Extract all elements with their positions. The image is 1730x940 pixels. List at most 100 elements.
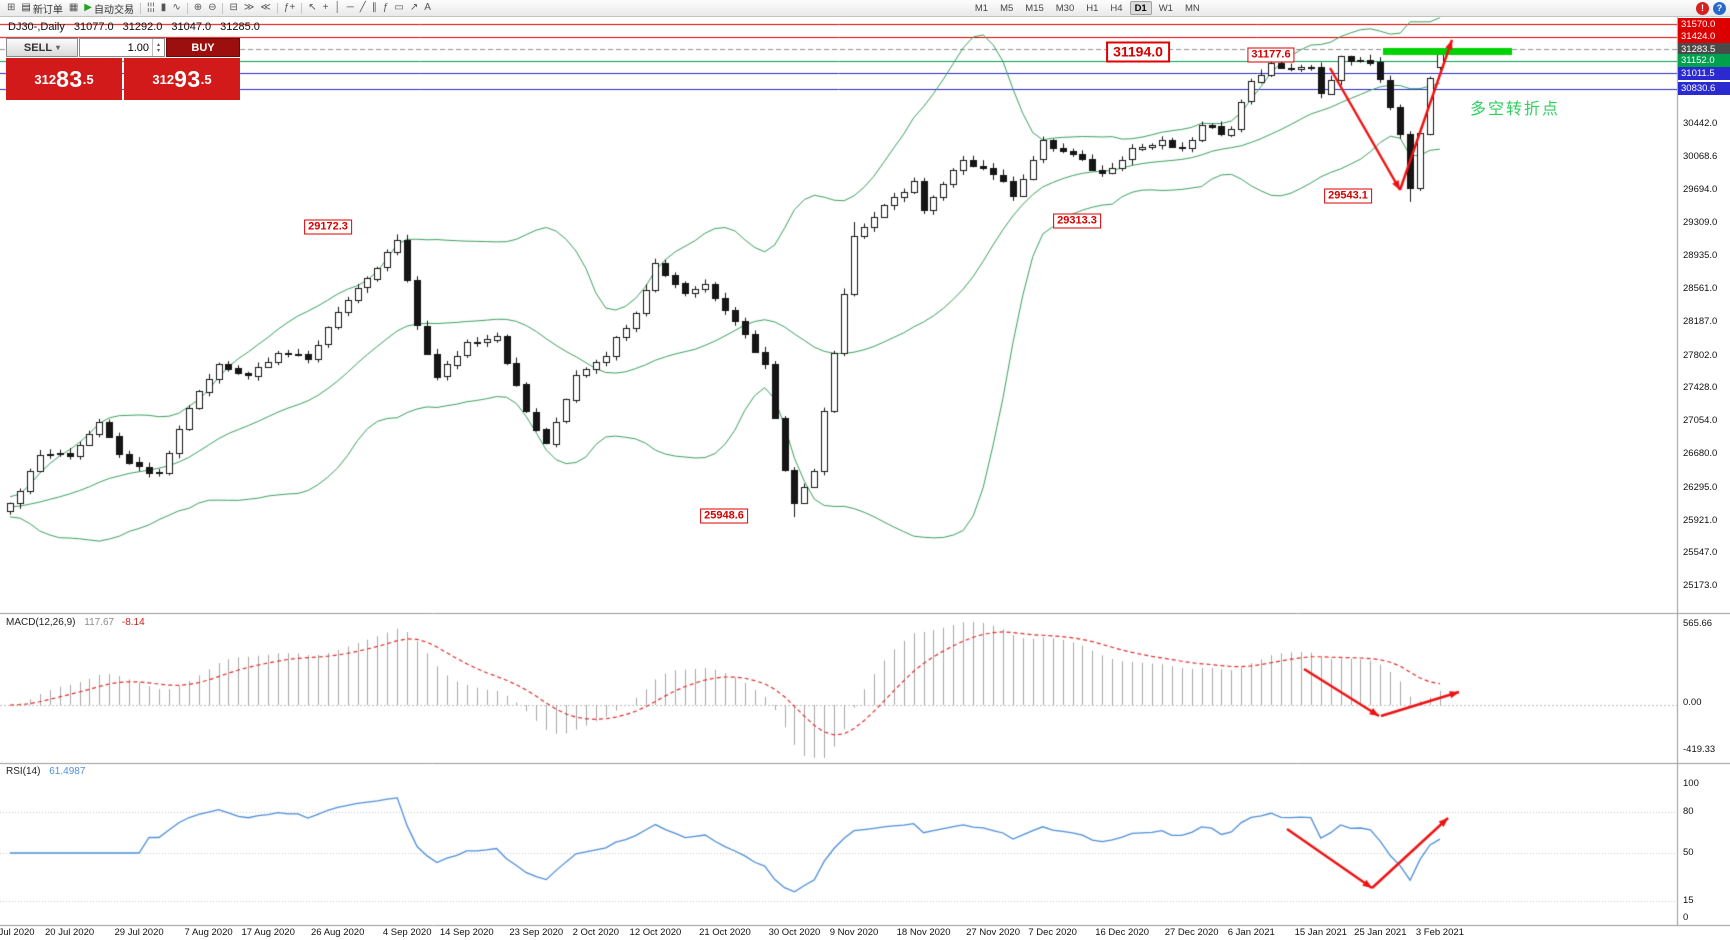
trendline-icon: ╱: [359, 2, 366, 13]
price-axis-badge: 31424.0: [1678, 30, 1730, 44]
timeframe-w1-button[interactable]: W1: [1158, 2, 1173, 14]
toolbar: ⊞ ▤ 新订单 ▦ ▶ 自动交易 ¦¦¦ ▮ ∿ ⊕ ⊖ ⊟ ≫ ≪ ƒ+ ↖ + │ ─ ╱ ∥ ƒ ▭ ↗ A M1 M5 M1…: [0, 0, 1730, 17]
horizontal-line-button[interactable]: ─: [344, 1, 357, 15]
time-axis-label: 7 Aug 2020: [184, 927, 233, 938]
price-annotation[interactable]: 31194.0: [1106, 41, 1170, 63]
cursor-icon: ↖: [308, 2, 317, 13]
timeframe-m1-button[interactable]: M1: [974, 2, 989, 14]
time-axis-label: 14 Sep 2020: [439, 927, 494, 938]
news-icon[interactable]: !: [1696, 1, 1709, 15]
time-axis-label: 23 Sep 2020: [509, 927, 564, 938]
new-order-button[interactable]: ▤ 新订单: [18, 1, 65, 16]
buy-button[interactable]: BUY: [166, 38, 240, 57]
chart-windows-button[interactable]: ▦: [66, 1, 81, 15]
ohlc-high: 31292.0: [122, 21, 163, 33]
price-annotation[interactable]: 31177.6: [1247, 47, 1295, 63]
help-icon[interactable]: ?: [1713, 1, 1726, 15]
text-tool-icon: A: [424, 2, 431, 13]
volume-stepper[interactable]: ▴ ▾: [152, 39, 164, 56]
new-chart-icon: ⊞: [7, 2, 16, 13]
auto-scroll-button[interactable]: ≫: [241, 1, 257, 15]
timeframe-m30-button[interactable]: M30: [1055, 2, 1075, 14]
price-axis-tick: 25173.0: [1683, 580, 1718, 592]
price-annotation[interactable]: 29313.3: [1053, 213, 1101, 229]
price-axis-tick: 27802.0: [1683, 349, 1718, 361]
text-tool-button[interactable]: A: [421, 1, 434, 15]
crosshair-button[interactable]: +: [320, 1, 332, 15]
horizontal-line-icon: ─: [346, 2, 354, 13]
timeframe-m15-button[interactable]: M15: [1025, 2, 1044, 14]
candlestick-chart-button[interactable]: ▮: [158, 1, 170, 15]
buy-price-tile[interactable]: 312 93.5: [124, 58, 240, 100]
time-axis-label: 2 Oct 2020: [572, 927, 620, 938]
ohlc-low: 31047.0: [171, 21, 212, 33]
price-digits: 93: [174, 65, 201, 92]
price-digits: .5: [82, 71, 94, 87]
sell-button[interactable]: SELL ▾: [6, 38, 78, 57]
price-digits: 312: [34, 71, 57, 87]
rsi-axis-value: 15: [1683, 895, 1694, 907]
price-annotation[interactable]: 29543.1: [1324, 188, 1372, 204]
decrease-volume-icon[interactable]: ▾: [156, 47, 160, 54]
macd-axis-value: 565.66: [1683, 618, 1713, 629]
price-annotation[interactable]: 29172.3: [304, 219, 352, 235]
increase-volume-icon[interactable]: ▴: [156, 41, 160, 48]
trendline-button[interactable]: ╱: [357, 1, 369, 15]
arrow-tool-button[interactable]: ↗: [407, 1, 421, 15]
volume-field[interactable]: 1.00 ▴ ▾: [79, 38, 165, 57]
turning-point-note: 多空转折点: [1469, 101, 1561, 118]
zoom-in-button[interactable]: ⊕: [191, 1, 205, 15]
time-axis-label: 27 Nov 2020: [966, 927, 1020, 938]
zoom-in-icon: ⊕: [193, 2, 203, 13]
price-axis-badge: 31283.5: [1678, 42, 1730, 56]
new-chart-button[interactable]: ⊞: [4, 1, 18, 15]
price-axis-badge: 31011.5: [1678, 66, 1730, 80]
price-axis-tick: 28561.0: [1683, 283, 1718, 295]
timeframe-m5-button[interactable]: M5: [1000, 2, 1014, 14]
chart-windows-icon: ▦: [68, 2, 79, 13]
channel-button[interactable]: ∥: [369, 1, 380, 15]
price-annotation[interactable]: 25948.6: [700, 508, 748, 524]
price-axis-tick: 29694.0: [1683, 183, 1718, 195]
autotrading-button[interactable]: ▶ 自动交易: [81, 1, 137, 16]
macd-main-value: 117.67: [84, 617, 115, 628]
price-axis-tick: 26680.0: [1683, 447, 1718, 459]
bar-chart-button[interactable]: ¦¦¦: [144, 1, 158, 15]
tile-windows-icon: ⊟: [229, 2, 238, 13]
timeframe-h4-button[interactable]: H4: [1110, 2, 1123, 14]
candlestick-chart-icon: ▮: [160, 2, 167, 13]
indicators-icon: ƒ+: [283, 2, 296, 13]
sell-price-tile[interactable]: 312 83.5: [6, 58, 122, 100]
time-axis-label: 29 Jul 2020: [114, 927, 164, 938]
price-axis-tick: 30442.0: [1683, 118, 1718, 130]
rsi-axis-value: 0: [1683, 912, 1689, 923]
chart-shift-button[interactable]: ≪: [257, 1, 273, 15]
time-axis-label: 20 Jul 2020: [45, 927, 95, 938]
timeframe-mn-button[interactable]: MN: [1184, 2, 1200, 14]
timeframe-toolbar: M1 M5 M15 M30 H1 H4 D1 W1 MN: [970, 1, 1205, 15]
time-axis-label: 26 Aug 2020: [311, 927, 365, 938]
line-chart-button[interactable]: ∿: [169, 1, 183, 15]
price-axis-tick: 28187.0: [1683, 315, 1718, 327]
vertical-line-button[interactable]: │: [331, 1, 343, 15]
chevron-down-icon: ▾: [56, 43, 61, 52]
timeframe-d1-button[interactable]: D1: [1129, 1, 1152, 15]
shapes-button[interactable]: ▭: [391, 1, 406, 15]
toolbar-separator: [276, 2, 278, 14]
rsi-name: RSI(14): [6, 766, 41, 777]
time-axis-label: 3 Feb 2021: [1415, 927, 1464, 938]
zoom-out-button[interactable]: ⊖: [205, 1, 219, 15]
time-axis-label: 16 Dec 2020: [1095, 927, 1150, 938]
tile-windows-button[interactable]: ⊟: [226, 1, 240, 15]
timeframe-h1-button[interactable]: H1: [1086, 2, 1099, 14]
ohlc-open: 31077.0: [73, 21, 114, 33]
line-chart-icon: ∿: [172, 2, 181, 13]
time-axis-label: 4 Sep 2020: [382, 927, 432, 938]
cursor-button[interactable]: ↖: [305, 1, 319, 15]
fibonacci-button[interactable]: ƒ: [380, 1, 392, 15]
indicators-button[interactable]: ƒ+: [281, 1, 298, 15]
price-axis-tick: 25547.0: [1683, 547, 1718, 559]
chart-shift-icon: ≪: [260, 2, 271, 13]
